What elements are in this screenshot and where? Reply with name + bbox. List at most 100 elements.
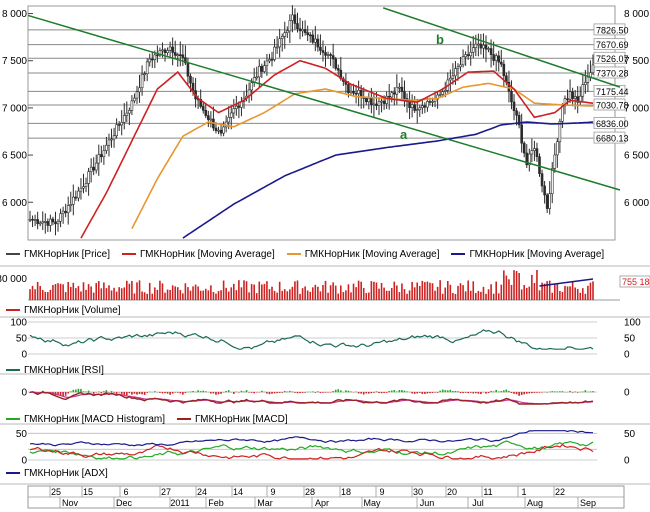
- volume-bar: [327, 293, 329, 300]
- macd-histogram-bar: [541, 392, 543, 393]
- candle-body: [289, 20, 291, 30]
- candle-body: [350, 91, 352, 93]
- candle-body: [452, 76, 454, 78]
- candle-body: [493, 55, 495, 61]
- macd-histogram-bar: [411, 392, 413, 393]
- macd-histogram-bar: [304, 392, 306, 393]
- macd-histogram-bar: [381, 392, 383, 393]
- right-tick-label: 7 000: [624, 103, 649, 114]
- volume-tick-label: 80 000: [0, 274, 27, 285]
- volume-bar: [90, 286, 92, 300]
- candle-body: [131, 101, 133, 111]
- macd-histogram-bar: [62, 392, 64, 396]
- volume-bar: [406, 294, 408, 300]
- candle-body: [156, 55, 158, 56]
- volume-bar: [146, 294, 148, 300]
- volume-bar: [585, 294, 587, 300]
- candle-body: [215, 128, 217, 131]
- macd-histogram-bar: [197, 390, 199, 392]
- volume-bar: [289, 289, 291, 300]
- candle-body: [561, 106, 563, 122]
- macd-histogram-bar: [460, 392, 462, 393]
- volume-bar: [192, 286, 194, 300]
- volume-bar: [490, 284, 492, 300]
- level-label: 7370.28: [596, 68, 629, 78]
- candle-body: [421, 106, 423, 108]
- candle-body: [151, 59, 153, 60]
- macd-histogram-bar: [108, 392, 110, 393]
- macd-histogram-bar: [320, 392, 322, 393]
- macd-histogram-bar: [462, 392, 464, 393]
- macd-histogram-bar: [422, 392, 424, 394]
- x-month-label: Mar: [257, 498, 273, 508]
- candle-body: [49, 219, 51, 225]
- macd-histogram-bar: [126, 392, 128, 395]
- volume-bar: [378, 289, 380, 300]
- candle-body: [424, 106, 426, 107]
- volume-bar: [455, 294, 457, 300]
- candle-body: [403, 92, 405, 99]
- volume-bar: [444, 288, 446, 300]
- x-month-label: Jul: [472, 498, 484, 508]
- macd-histogram-bar: [236, 392, 238, 393]
- candle-body: [263, 66, 265, 72]
- x-day-label: 30: [413, 487, 423, 497]
- candle-body: [276, 47, 278, 48]
- volume-bar: [304, 286, 306, 300]
- macd-histogram-bar: [546, 392, 548, 393]
- macd-histogram-bar: [131, 392, 133, 395]
- candle-body: [88, 172, 90, 184]
- macd-histogram-bar: [65, 392, 67, 396]
- candle-body: [271, 59, 273, 60]
- volume-bar: [62, 284, 64, 300]
- macd-histogram-bar: [307, 392, 309, 393]
- macd-histogram-bar: [185, 392, 187, 393]
- candle-body: [294, 15, 296, 24]
- candle-body: [569, 92, 571, 99]
- volume-bar: [83, 282, 85, 300]
- macd-histogram-bar: [335, 390, 337, 393]
- candle-body: [567, 99, 569, 100]
- candle-body: [551, 168, 553, 193]
- candle-body: [572, 92, 574, 99]
- volume-bar: [582, 288, 584, 300]
- legend-swatch: [451, 253, 465, 255]
- macd-histogram-bar: [213, 392, 215, 393]
- macd-histogram-bar: [325, 392, 327, 393]
- macd-histogram-bar: [190, 391, 192, 392]
- volume-bar: [281, 291, 283, 300]
- candle-body: [169, 47, 171, 50]
- volume-bar: [32, 286, 34, 300]
- volume-bar: [85, 290, 87, 300]
- macd-histogram-bar: [511, 392, 513, 393]
- macd-histogram-bar: [136, 392, 138, 395]
- macd-histogram-bar: [518, 392, 520, 396]
- x-month-label: Dec: [116, 498, 133, 508]
- volume-bar: [539, 290, 541, 300]
- volume-bar: [253, 285, 255, 300]
- volume-bar: [205, 289, 207, 300]
- macd-histogram-bar: [498, 392, 500, 393]
- volume-bar: [126, 281, 128, 300]
- candle-body: [29, 219, 31, 220]
- volume-bar: [218, 291, 220, 300]
- legend-swatch: [6, 369, 20, 371]
- legend-item: ГМКНорНик [Moving Average]: [122, 249, 275, 260]
- volume-bar: [70, 287, 72, 300]
- volume-bar: [531, 275, 533, 300]
- volume-bar: [475, 293, 477, 300]
- macd-histogram-bar: [271, 392, 273, 394]
- x-month-label: Nov: [62, 498, 79, 508]
- volume-bar: [450, 285, 452, 300]
- x-day-label: 24: [197, 487, 207, 497]
- volume-bar: [276, 293, 278, 300]
- candle-body: [121, 122, 123, 124]
- candle-body: [75, 197, 77, 198]
- macd-histogram-bar: [73, 390, 75, 392]
- macd-histogram-bar: [281, 392, 283, 393]
- candle-body: [472, 48, 474, 53]
- candle-body: [327, 55, 329, 56]
- candle-body: [442, 92, 444, 95]
